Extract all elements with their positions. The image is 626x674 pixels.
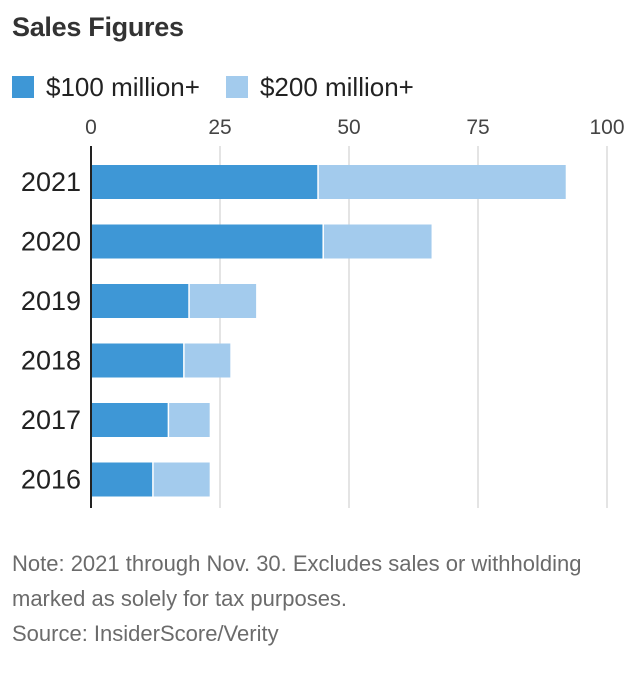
x-tick-label: 25 [208, 116, 231, 139]
bar-segment [323, 224, 432, 259]
x-tick-label: 100 [589, 116, 624, 139]
bar-segment [152, 462, 210, 497]
bar-segment [183, 343, 231, 378]
y-category-label: 2020 [21, 227, 81, 257]
legend-swatch-200 [225, 76, 248, 98]
chart-footnote: Note: 2021 through Nov. 30. Excludes sal… [12, 546, 612, 651]
legend-label-200: $200 million+ [259, 71, 414, 102]
legend-item-200: $200 million+ [225, 71, 414, 103]
x-tick-label: 75 [466, 116, 489, 139]
chart-title: Sales Figures [12, 12, 184, 42]
bar-segment [91, 165, 319, 199]
legend-swatch-100 [12, 76, 34, 98]
y-category-label: 2019 [21, 286, 81, 316]
bar-segment [91, 403, 169, 437]
y-category-label: 2018 [21, 346, 81, 376]
bar-segment [318, 165, 566, 199]
source-text: Source: InsiderScore/Verity [12, 621, 279, 646]
bar-segment [168, 403, 210, 437]
bar-segment [189, 284, 257, 318]
bar-segment [91, 224, 324, 259]
bar-segment [91, 343, 184, 378]
y-category-label: 2017 [21, 405, 81, 435]
bar-segment [91, 462, 153, 497]
stacked-bar-chart: 0 25 50 75 100 2021 2020 2019 2018 2017 2016 [21, 116, 625, 508]
bar-segment [91, 284, 190, 318]
legend-item-100: $100 million+ [12, 72, 200, 103]
legend: $100 million+ $200 million+ [12, 70, 440, 104]
note-text: Note: 2021 through Nov. 30. Excludes sal… [12, 551, 582, 611]
x-tick-label: 50 [337, 116, 360, 139]
y-category-label: 2016 [21, 465, 81, 495]
y-category-label: 2021 [21, 167, 81, 197]
x-tick-label: 0 [85, 116, 97, 139]
legend-label-100: $100 million+ [46, 71, 200, 102]
